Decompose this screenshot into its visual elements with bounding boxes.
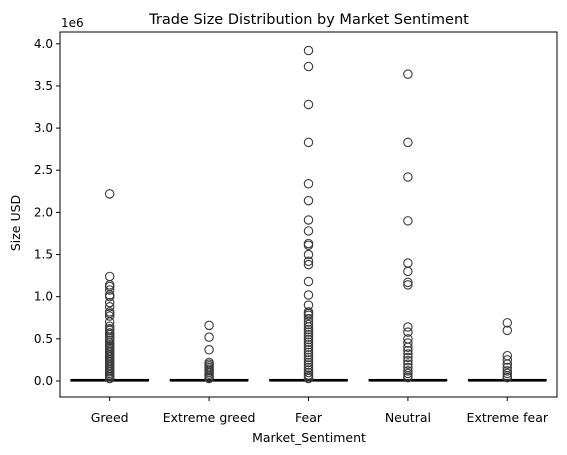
y-tick-label: 3.0	[34, 121, 53, 135]
outlier-point	[303, 347, 314, 358]
outlier-point	[303, 310, 314, 320]
outlier-point	[303, 249, 314, 260]
outlier-point	[403, 172, 413, 182]
x-tick-label: Fear	[295, 410, 323, 425]
outlier-point	[204, 332, 214, 342]
outlier-point	[403, 366, 413, 376]
outlier-point	[303, 367, 314, 378]
outlier-point	[303, 319, 314, 330]
outlier-point	[303, 360, 314, 370]
outlier-point	[303, 259, 314, 270]
outlier-point	[303, 329, 314, 340]
outlier-point	[104, 291, 115, 302]
outlier-point	[403, 372, 413, 383]
outlier-point	[303, 352, 314, 363]
y-tick-label: 1.5	[34, 248, 53, 262]
outlier-point	[502, 325, 513, 336]
outlier-point	[403, 356, 413, 366]
x-tick-label: Extreme fear	[467, 410, 549, 425]
outlier-point	[403, 216, 413, 226]
outlier-point	[303, 327, 314, 337]
outlier-point	[502, 372, 513, 383]
y-tick-label: 0.0	[34, 374, 53, 388]
outlier-point	[303, 137, 314, 148]
outlier-point	[303, 355, 314, 365]
outlier-point	[303, 337, 314, 347]
outlier-point	[204, 345, 214, 355]
y-offset-label: 1e6	[61, 16, 84, 30]
outlier-point	[303, 350, 314, 360]
y-tick-label: 2.5	[34, 163, 53, 177]
y-tick-label: 0.5	[34, 332, 53, 346]
outlier-point	[403, 277, 413, 288]
outlier-point	[303, 276, 314, 287]
outlier-point	[303, 195, 314, 206]
outlier-point	[303, 345, 314, 355]
outlier-point	[204, 320, 214, 331]
outlier-point	[303, 256, 314, 267]
x-tick-label: Extreme greed	[163, 410, 256, 425]
outlier-point	[303, 339, 314, 350]
x-tick-label: Neutral	[385, 410, 431, 425]
outlier-point	[104, 302, 115, 312]
outlier-point	[502, 366, 513, 376]
outlier-point	[502, 355, 513, 365]
chart-title: Trade Size Distribution by Market Sentim…	[148, 12, 469, 28]
outlier-point	[502, 368, 513, 379]
y-tick-label: 2.0	[34, 205, 53, 219]
outlier-point	[303, 324, 314, 335]
outlier-point	[303, 178, 314, 189]
outlier-point	[403, 266, 413, 277]
outlier-point	[403, 137, 413, 148]
x-axis-label: Market_Sentiment	[252, 430, 366, 445]
outlier-point	[502, 318, 513, 328]
outlier-point	[303, 240, 314, 251]
outlier-point	[303, 332, 314, 342]
outlier-point	[204, 373, 214, 384]
plot-frame	[59, 31, 558, 398]
outlier-point	[303, 61, 314, 72]
outlier-point	[403, 280, 413, 290]
outlier-point	[104, 285, 115, 295]
outlier-point	[303, 342, 314, 353]
outlier-point	[303, 317, 314, 327]
outlier-point	[303, 373, 314, 384]
outlier-point	[303, 45, 314, 56]
outlier-point	[303, 290, 314, 300]
outlier-point	[104, 311, 115, 321]
outlier-point	[403, 342, 413, 353]
outlier-point	[403, 359, 413, 369]
outlier-point	[104, 335, 115, 346]
y-tick-label: 4.0	[34, 37, 53, 51]
outlier-point	[303, 362, 314, 373]
outlier-point	[303, 322, 314, 332]
outlier-point	[303, 226, 314, 236]
y-tick-label: 1.0	[34, 290, 53, 304]
x-tick-label: Greed	[91, 410, 129, 425]
outlier-point	[104, 271, 115, 282]
outlier-point	[403, 368, 413, 379]
outlier-point	[403, 345, 413, 356]
outlier-point	[303, 99, 314, 110]
outlier-point	[502, 359, 513, 369]
outlier-point	[403, 258, 413, 268]
outlier-point	[403, 322, 413, 332]
outlier-point	[403, 349, 413, 359]
outlier-point	[403, 327, 413, 337]
outlier-point	[303, 215, 314, 225]
outlier-point	[403, 69, 413, 79]
outlier-point	[104, 373, 115, 384]
outlier-point	[403, 352, 413, 363]
outlier-point	[104, 297, 115, 308]
y-axis-label: Size USD	[8, 195, 23, 251]
outlier-point	[303, 334, 314, 345]
plot-area: 0.0 0.5 1.0 1.5 2.0 2.5 3.0 3.5 4.0 Greed Extreme …	[34, 37, 549, 425]
outlier-point	[104, 189, 115, 199]
y-tick-label: 3.5	[34, 79, 53, 93]
outlier-point	[303, 357, 314, 368]
outlier-point	[403, 338, 413, 348]
